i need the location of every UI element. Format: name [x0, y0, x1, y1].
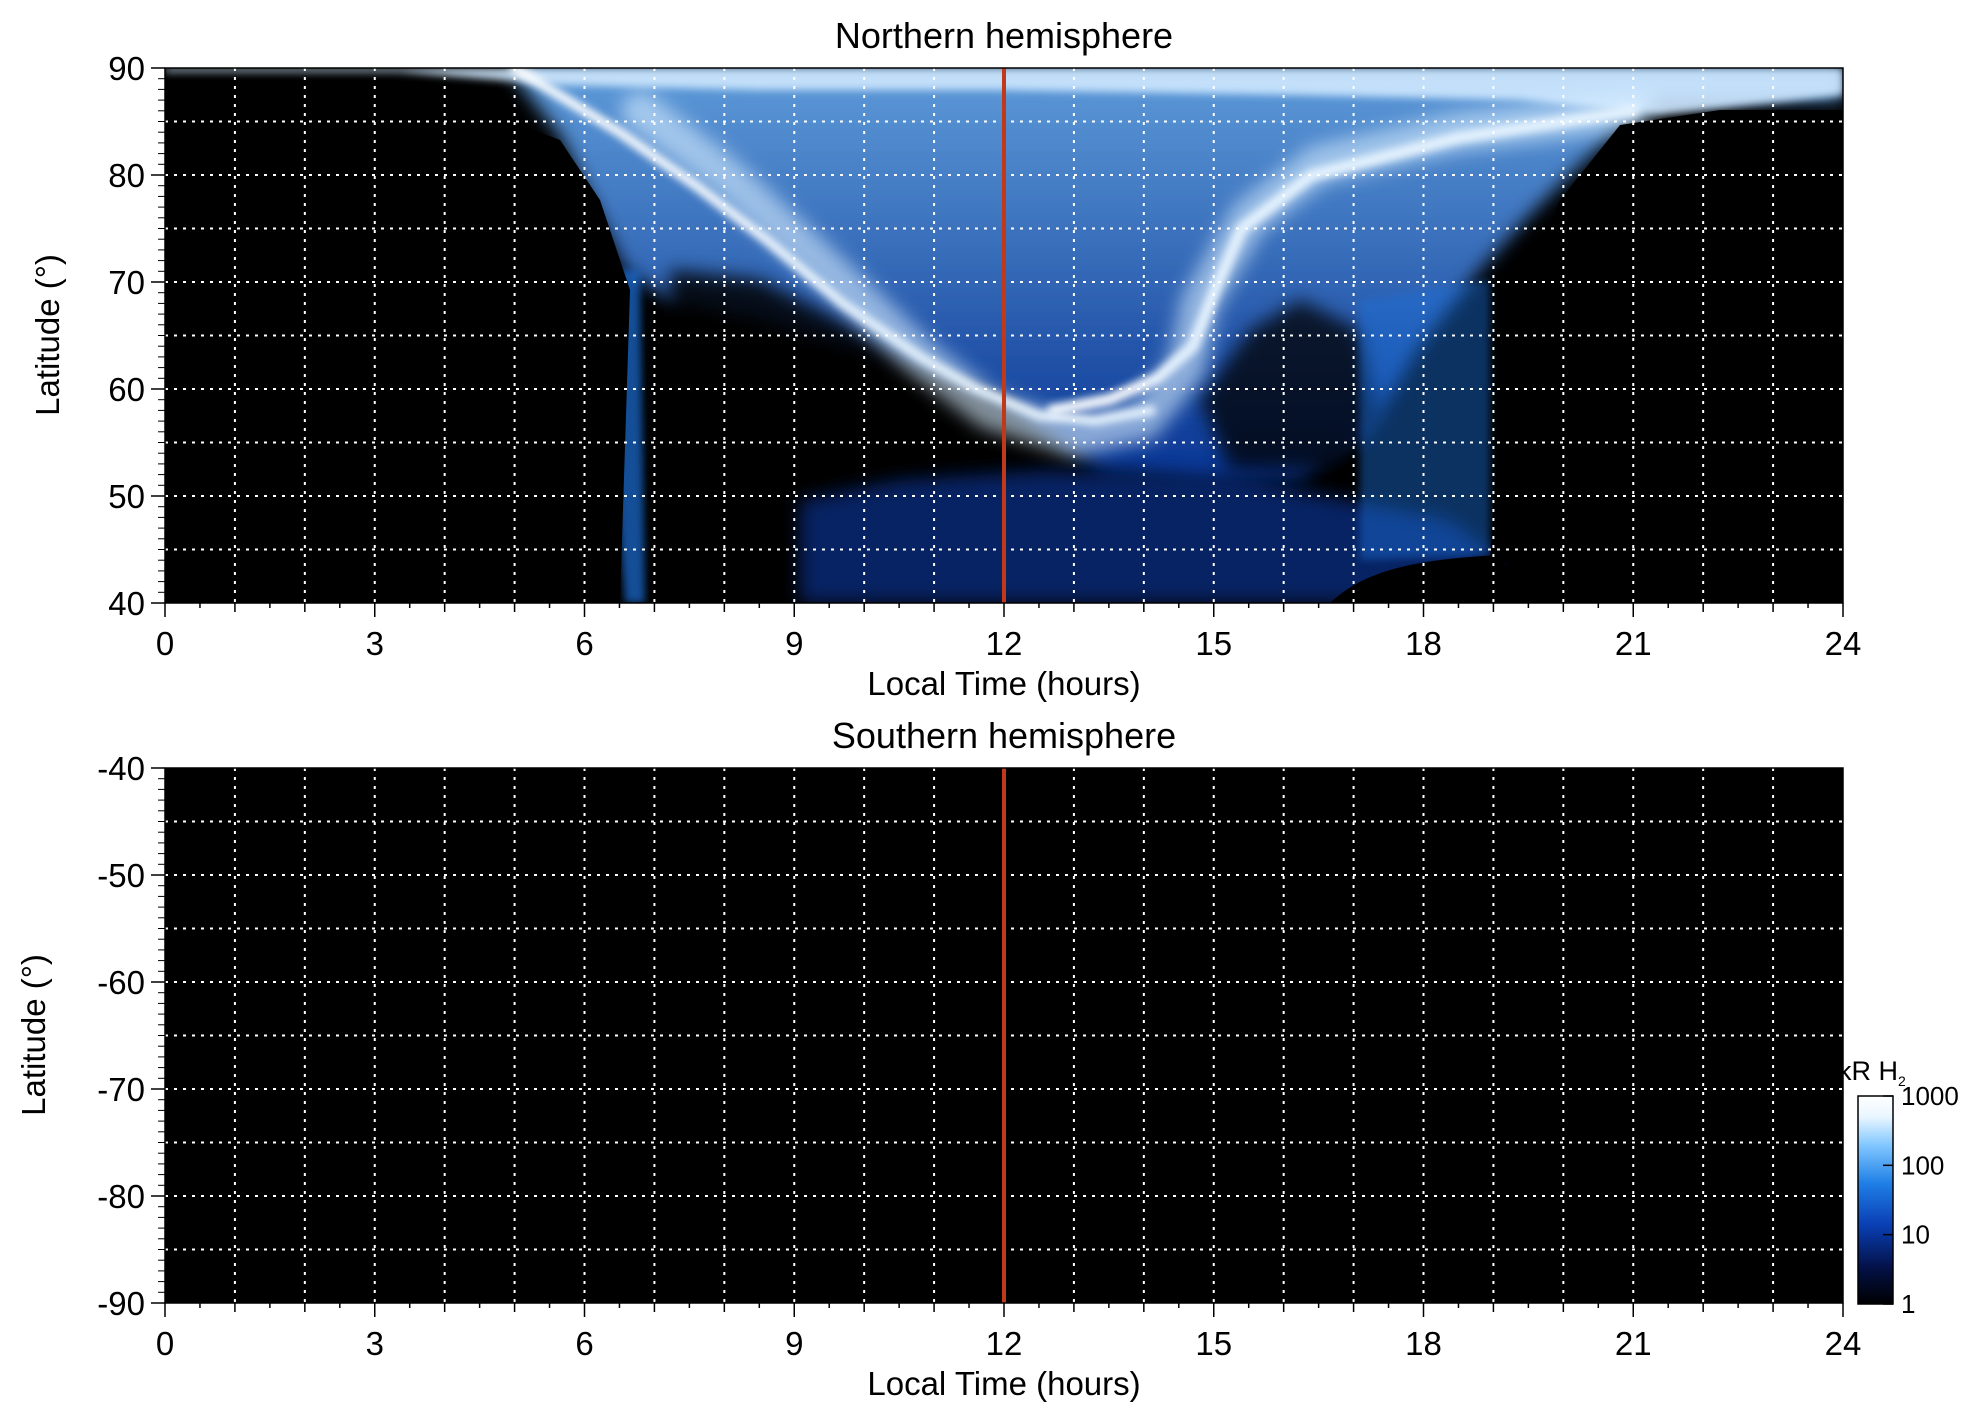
x-tick-label: 21	[1615, 625, 1652, 662]
y-minor-ticks	[158, 767, 165, 1304]
y-axis: 40 50 60 70 80 90 Latitude (°)	[29, 50, 165, 622]
x-tick-label: 18	[1405, 625, 1442, 662]
y-tick-label: -60	[97, 964, 145, 1001]
x-tick-label: 21	[1615, 1325, 1652, 1362]
y-tick-label: 70	[108, 264, 145, 301]
y-tick-label: 80	[108, 157, 145, 194]
dark-cavity	[670, 270, 1000, 470]
corner-dark	[1330, 555, 1520, 603]
y-tick-label: 50	[108, 478, 145, 515]
panel-title: Northern hemisphere	[835, 15, 1173, 56]
x-tick-label: 0	[156, 625, 174, 662]
y-tick-label: -90	[97, 1285, 145, 1322]
dusk-streak	[1360, 280, 1490, 560]
y-axis: -40 -50 -60 -70 -80 -90 Latitude (°)	[15, 750, 165, 1322]
x-axis: 0 3 6 9 12 15 18 21 24 Local Time (hours)	[156, 603, 1862, 702]
colorbar-bar	[1857, 1095, 1894, 1305]
dusk-night-dark	[1490, 110, 1843, 603]
y-tick-label: 90	[108, 50, 145, 87]
lower-emission-band	[800, 470, 1500, 603]
x-tick-label: 0	[156, 1325, 174, 1362]
y-axis-label: Latitude (°)	[29, 254, 66, 416]
x-tick-label: 3	[366, 1325, 384, 1362]
colorbar-ticks: 1000 100 10 1	[1883, 1081, 1959, 1319]
x-axis-label: Local Time (hours)	[867, 1365, 1140, 1402]
x-tick-label: 24	[1825, 1325, 1862, 1362]
y-tick-label: 40	[108, 585, 145, 622]
y-tick-label: -50	[97, 857, 145, 894]
x-tick-label: 15	[1195, 625, 1232, 662]
colorbar-tick-label: 1000	[1901, 1081, 1959, 1111]
colorbar: kR H2 1000 100 10 1	[1838, 1056, 1959, 1319]
dark-cavity	[1200, 300, 1380, 470]
x-tick-label: 6	[575, 625, 593, 662]
x-tick-label: 18	[1405, 1325, 1442, 1362]
x-tick-label: 9	[785, 1325, 803, 1362]
panel-north: Northern hemisphere	[29, 15, 1861, 702]
x-tick-label: 3	[366, 625, 384, 662]
colorbar-tick-label: 100	[1901, 1150, 1944, 1180]
panel-south: Southern hemisphere 0 3 6 9 12 15 18 21 24 Local…	[15, 715, 1861, 1402]
emission-layer	[165, 68, 1843, 603]
colorbar-unit-label: kR H2	[1838, 1056, 1906, 1089]
x-tick-label: 12	[986, 625, 1023, 662]
y-tick-label: 60	[108, 371, 145, 408]
y-tick-label: -80	[97, 1178, 145, 1215]
y-tick-label: -40	[97, 750, 145, 787]
panel-title: Southern hemisphere	[832, 715, 1176, 756]
y-minor-ticks	[158, 67, 165, 604]
colorbar-tick-label: 1	[1901, 1289, 1915, 1319]
x-tick-label: 6	[575, 1325, 593, 1362]
x-tick-label: 12	[986, 1325, 1023, 1362]
x-axis: 0 3 6 9 12 15 18 21 24 Local Time (hours)	[156, 1303, 1862, 1402]
y-tick-label: -70	[97, 1071, 145, 1108]
x-tick-label: 15	[1195, 1325, 1232, 1362]
x-tick-label: 9	[785, 625, 803, 662]
colorbar-tick-label: 10	[1901, 1220, 1930, 1250]
x-axis-label: Local Time (hours)	[867, 665, 1140, 702]
night-side-dark	[165, 105, 630, 603]
x-tick-label: 24	[1825, 625, 1862, 662]
y-axis-label: Latitude (°)	[15, 954, 52, 1116]
emission-region	[508, 68, 1843, 478]
